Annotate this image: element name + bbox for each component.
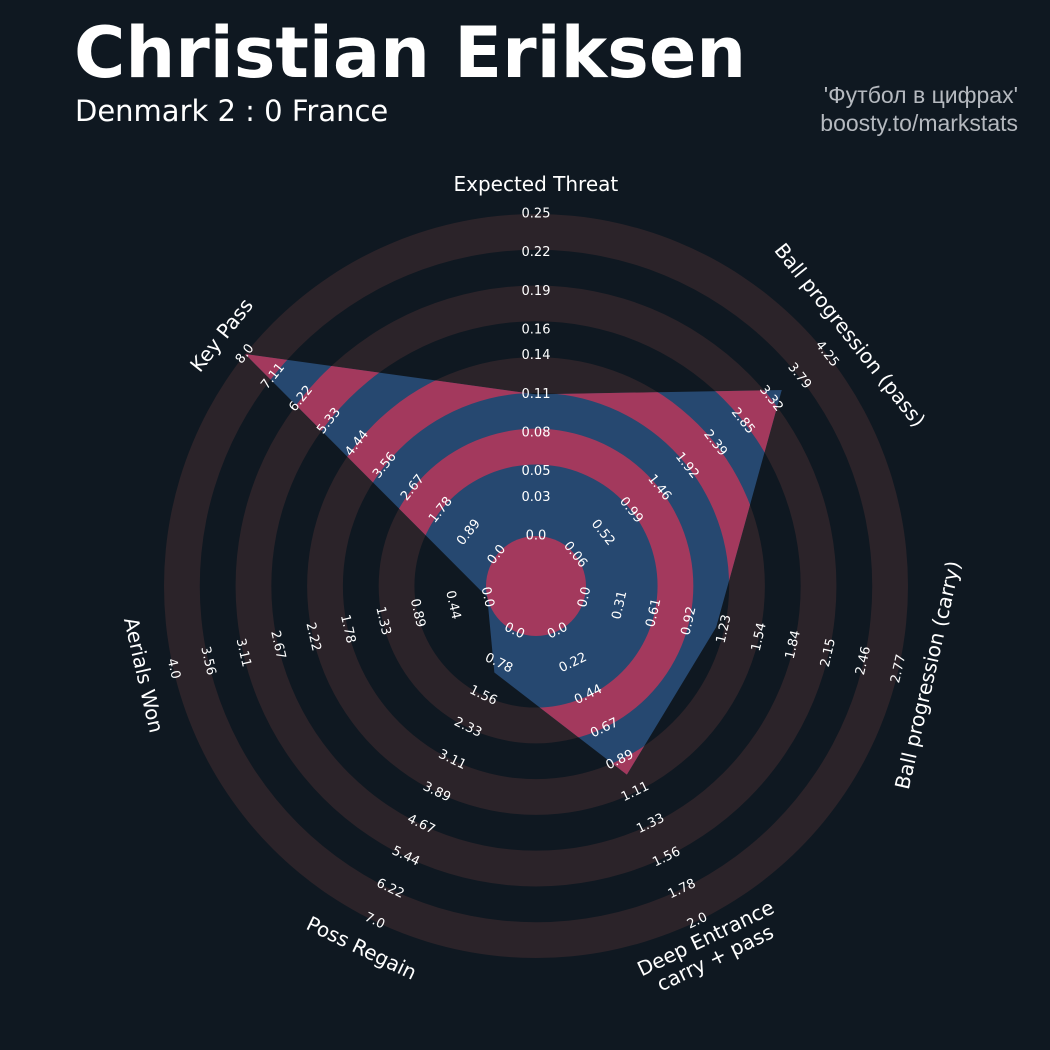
tick-label: 0.89 — [407, 597, 428, 629]
tick-label: 0.19 — [522, 284, 551, 299]
tick-label: 3.56 — [197, 645, 218, 677]
tick-label: 2.15 — [818, 637, 839, 669]
tick-label: 0.25 — [522, 207, 551, 222]
tick-label: 0.11 — [522, 387, 551, 402]
tick-label: 0.16 — [522, 322, 551, 337]
tick-label: 1.33 — [372, 605, 393, 637]
chart-title: Christian Eriksen — [74, 12, 747, 94]
tick-label: 2.77 — [888, 653, 909, 685]
tick-label: 3.11 — [233, 637, 254, 669]
tick-label: 4.0 — [164, 657, 183, 681]
tick-label: 1.23 — [714, 613, 735, 645]
tick-label: 0.0 — [478, 585, 497, 609]
tick-label: 2.22 — [302, 621, 323, 653]
tick-label: 0.0 — [526, 529, 547, 544]
highlight-center — [486, 536, 586, 636]
tick-label: 2.67 — [267, 629, 288, 661]
tick-label: 1.84 — [783, 629, 804, 661]
tick-label: 0.08 — [522, 425, 551, 440]
axis-label: Expected Threat — [453, 172, 619, 196]
credit: 'Футбол в цифрах' — [823, 82, 1018, 108]
tick-label: 0.92 — [678, 605, 699, 637]
tick-label: 2.46 — [853, 645, 874, 677]
tick-label: 0.03 — [522, 490, 551, 505]
tick-label: 1.54 — [749, 621, 770, 653]
tick-label: 0.44 — [442, 589, 463, 621]
tick-label: 0.0 — [575, 585, 594, 609]
credit: boosty.to/markstats — [820, 110, 1018, 136]
tick-label: 0.05 — [522, 464, 551, 479]
chart-subtitle: Denmark 2 : 0 France — [75, 94, 389, 128]
tick-label: 0.22 — [522, 245, 551, 260]
tick-label: 0.61 — [643, 597, 664, 629]
tick-label: 0.31 — [609, 589, 630, 621]
tick-label: 0.14 — [522, 348, 551, 363]
tick-label: 1.78 — [337, 613, 358, 645]
highlight — [245, 354, 782, 775]
